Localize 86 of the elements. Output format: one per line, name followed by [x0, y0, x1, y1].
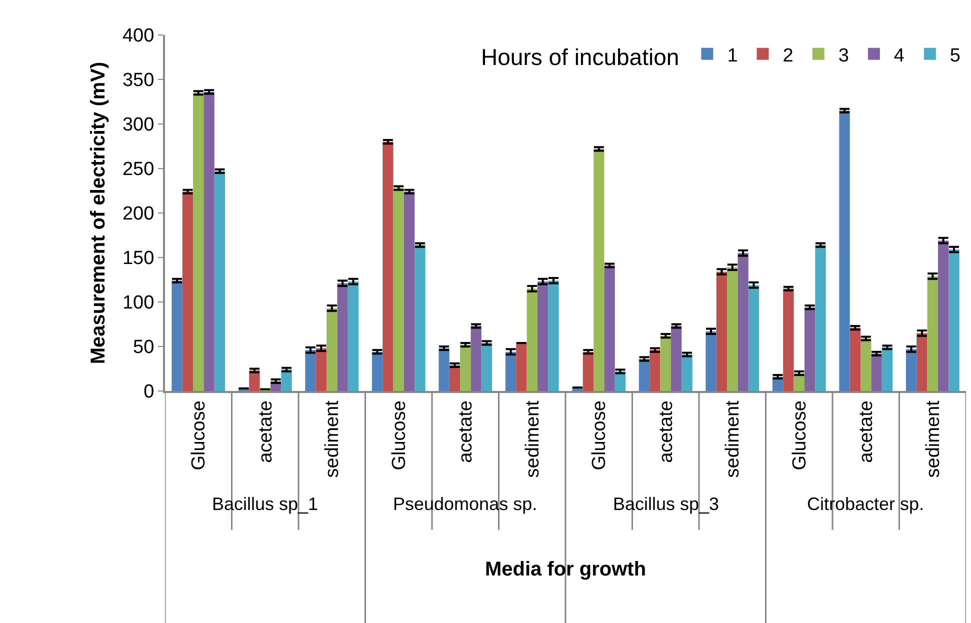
- bar: [337, 283, 348, 391]
- bar: [393, 188, 404, 391]
- bar: [404, 192, 415, 391]
- bar: [505, 352, 516, 391]
- bar: [804, 307, 816, 391]
- text: Bacillus sp_3: [613, 494, 720, 514]
- bar: [748, 285, 760, 391]
- bar: [670, 326, 682, 391]
- bar: [281, 370, 292, 391]
- text: Pseudomonas sp.: [393, 494, 538, 514]
- bar: [682, 354, 692, 391]
- bar: [182, 192, 194, 391]
- bar: [906, 349, 917, 391]
- legend-label: 5: [950, 45, 960, 66]
- legend-label: 2: [782, 45, 794, 66]
- bar: [650, 350, 660, 391]
- bar: [414, 245, 426, 391]
- bar: [582, 352, 594, 391]
- bar: [305, 350, 316, 391]
- bar: [470, 326, 482, 391]
- bar: [249, 370, 260, 391]
- bar: [449, 365, 460, 391]
- x-tick-label: sediment: [922, 400, 944, 478]
- bar: [172, 280, 182, 391]
- x-tick-label: sediment: [322, 400, 344, 478]
- bar: [738, 253, 748, 391]
- y-tick-label: 250: [122, 159, 154, 180]
- bar: [537, 282, 548, 391]
- bar: [783, 288, 794, 391]
- bar: [438, 348, 450, 391]
- x-tick-label: acetate: [856, 400, 878, 463]
- y-tick-label: 150: [122, 248, 154, 270]
- y-tick-label: 400: [122, 26, 154, 47]
- legend-label: 1: [727, 45, 738, 66]
- y-tick-label: 0: [144, 382, 154, 403]
- x-tick-label: sediment: [722, 400, 744, 478]
- bar: [727, 267, 738, 391]
- bar: [548, 280, 559, 391]
- bar: [882, 347, 893, 391]
- bar: [382, 142, 394, 391]
- bar: [214, 171, 226, 391]
- bar: [316, 348, 327, 391]
- bar: [815, 245, 826, 391]
- x-tick-label: acetate: [456, 400, 477, 463]
- bar: [526, 288, 538, 391]
- bar: [348, 282, 359, 391]
- y-tick-label: 50: [133, 337, 154, 358]
- bar: [850, 328, 861, 391]
- y-axis-title: Measurement of electricity (mV): [87, 62, 110, 364]
- bar: [204, 92, 214, 391]
- bar: [948, 249, 960, 391]
- bar: [481, 342, 492, 391]
- bar: [938, 240, 949, 391]
- bar: [460, 344, 471, 391]
- bar: [660, 336, 671, 391]
- x-tick-label: acetate: [656, 400, 677, 463]
- x-tick-label: sediment: [522, 400, 544, 478]
- x-tick-label: Glucose: [388, 400, 410, 470]
- bar: [706, 331, 716, 391]
- bar: [638, 358, 650, 391]
- text: Citrobacter sp.: [807, 494, 924, 514]
- bar: [516, 342, 527, 391]
- bar: [604, 266, 615, 391]
- bar: [916, 333, 928, 391]
- x-tick-label: acetate: [255, 400, 276, 463]
- bar: [594, 148, 604, 391]
- bar: [871, 354, 882, 391]
- legend-label: 4: [894, 45, 905, 66]
- y-tick-label: 300: [122, 114, 154, 136]
- bar: [716, 272, 728, 391]
- x-tick-label: Glucose: [789, 400, 810, 470]
- legend-label: 3: [838, 45, 849, 66]
- bar: [193, 92, 204, 391]
- legend-title: Hours of incubation: [481, 44, 680, 70]
- bar: [839, 110, 850, 391]
- bar: [326, 308, 338, 391]
- x-tick-label: Glucose: [589, 400, 610, 470]
- bar: [860, 338, 872, 391]
- y-tick-label: 100: [122, 292, 154, 314]
- bar: [927, 276, 938, 391]
- y-tick-label: 200: [122, 204, 154, 225]
- bar: [372, 352, 383, 391]
- text: Bacillus sp_1: [212, 494, 318, 514]
- y-tick-label: 350: [122, 70, 154, 92]
- x-tick-label: Glucose: [188, 400, 210, 470]
- x-axis-title: Media for growth: [484, 558, 646, 581]
